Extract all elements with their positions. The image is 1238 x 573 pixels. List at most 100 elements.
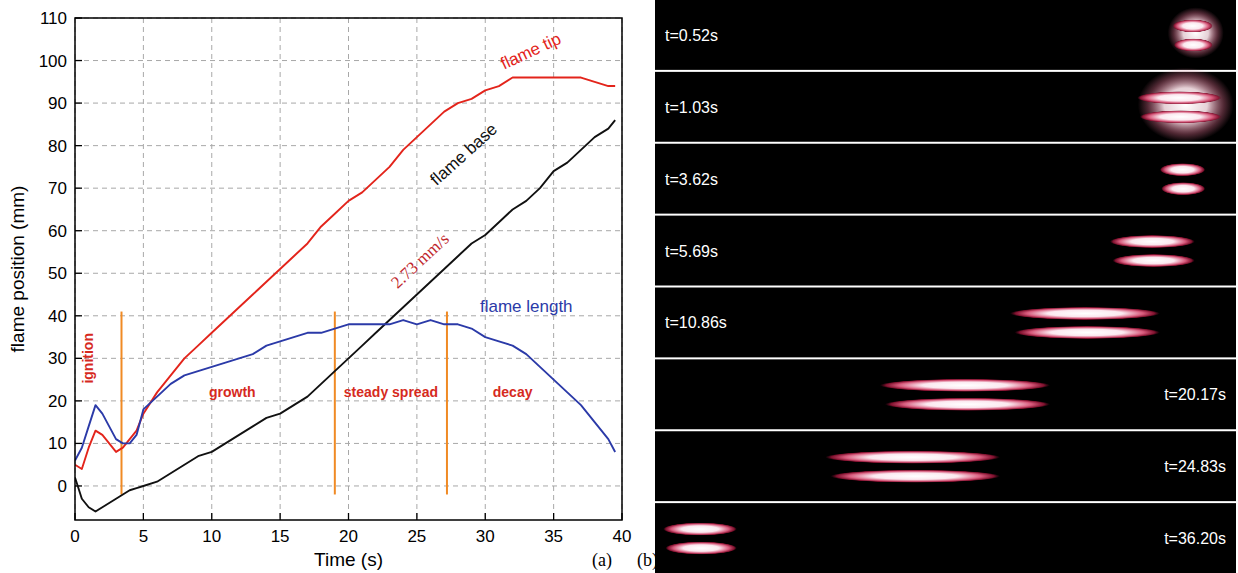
annotation: decay: [493, 384, 533, 400]
tick-y: [75, 400, 82, 401]
grid-line-y: [75, 60, 622, 61]
phase-boundaries: [121, 312, 446, 495]
grid-line-x: [211, 18, 212, 520]
tick-label-x: 35: [544, 527, 563, 546]
series-label: flame base: [427, 119, 502, 189]
phase-boundary: [334, 312, 336, 495]
frame-time-label: t=36.20s: [1164, 530, 1226, 547]
series-lines: [75, 78, 615, 512]
series-line: [75, 120, 615, 511]
video-frame-group: t=10.86s: [655, 288, 1236, 358]
frame-time-label: t=10.86s: [665, 314, 727, 331]
panel-label: (a): [592, 550, 612, 571]
tick-y: [75, 60, 82, 61]
tick-x: [211, 513, 212, 520]
tick-label-y: 20: [48, 392, 67, 411]
grid-line-y: [75, 145, 622, 146]
flame-upper: [663, 523, 737, 536]
tick-label-y: 80: [48, 137, 67, 156]
flame-lower: [1014, 326, 1159, 339]
y-axis-title: flame position (mm): [7, 186, 28, 353]
panel-label: (b): [637, 550, 658, 571]
video-frame-group: t=20.17s: [655, 359, 1236, 429]
tick-label-y: 40: [48, 307, 67, 326]
video-frame-group: t=5.69s: [655, 216, 1236, 286]
flame-upper: [880, 379, 1050, 392]
flame-upper: [1160, 163, 1205, 176]
grid-line-y: [75, 103, 622, 104]
tick-x: [553, 513, 554, 520]
tick-label-x: 0: [70, 527, 79, 546]
video-frame-group: t=36.20s: [655, 503, 1236, 573]
grid-line-x: [143, 18, 144, 520]
grid-line-x: [485, 18, 486, 520]
flame-lower: [1140, 110, 1222, 123]
tick-label-y: 110: [40, 9, 67, 28]
flame-upper: [1010, 307, 1160, 320]
flame-lower: [1174, 38, 1213, 51]
tick-label-y: 0: [58, 477, 67, 496]
tick-label-x: 10: [202, 527, 221, 546]
flame-upper: [1137, 91, 1221, 104]
tick-label-x: 15: [271, 527, 290, 546]
tick-label-y: 60: [48, 222, 67, 241]
tick-label-y: 10: [48, 434, 67, 453]
x-axis-title: Time (s): [314, 549, 383, 570]
series-line: [75, 320, 615, 460]
panel-b: t=0.52s t=1.03s t=3.62s t=5.69s t=10.86s t=20…: [655, 0, 1236, 573]
tick-label-x: 40: [613, 527, 632, 546]
tick-x: [416, 513, 417, 520]
ticks: 0510152025303540010203040506070809010011…: [39, 9, 632, 546]
frame-time-label: t=1.03s: [665, 99, 718, 116]
tick-x: [348, 513, 349, 520]
plot-frame: [75, 18, 622, 520]
phase-boundary: [446, 312, 448, 495]
grid-line-y: [75, 400, 622, 401]
video-frame-group: t=1.03s: [655, 67, 1236, 142]
tick-label-y: 30: [48, 349, 67, 368]
video-frame: [655, 0, 1236, 70]
grid-line-x: [348, 18, 349, 520]
flame-lower: [665, 542, 737, 555]
grid-line-y: [75, 273, 622, 274]
tick-label-x: 30: [476, 527, 495, 546]
grid-line-x: [553, 18, 554, 520]
tick-y: [75, 315, 82, 316]
tick-label-y: 50: [48, 264, 67, 283]
flame-glow: [1168, 7, 1224, 58]
video-frame: [655, 216, 1236, 286]
tick-y: [75, 188, 82, 189]
flame-glow: [1138, 67, 1234, 142]
grid: [75, 18, 622, 520]
flame-upper: [1110, 235, 1195, 248]
flame-lower: [885, 398, 1050, 411]
video-frame: [655, 431, 1236, 501]
tick-y: [75, 230, 82, 231]
tick-label-x: 25: [407, 527, 426, 546]
frame-time-label: t=0.52s: [665, 27, 718, 44]
series-label: flame length: [480, 297, 573, 316]
flame-upper: [1173, 19, 1213, 32]
series-line: [75, 78, 615, 469]
phase-boundary: [120, 312, 122, 495]
video-frame: [655, 144, 1236, 214]
frame-time-label: t=5.69s: [665, 243, 718, 260]
tick-label-y: 100: [39, 52, 67, 71]
frame-time-label: t=20.17s: [1164, 386, 1226, 403]
frame-time-label: t=3.62s: [665, 171, 718, 188]
tick-label-y: 70: [48, 179, 67, 198]
video-frame: [655, 503, 1236, 573]
series-label: flame tip: [498, 29, 564, 73]
tick-y: [75, 145, 82, 146]
annotation: growth: [209, 384, 256, 400]
frame-time-label: t=24.83s: [1164, 458, 1226, 475]
video-frame-group: t=24.83s: [655, 431, 1236, 501]
annotation: 2.73 mm/s: [387, 229, 452, 292]
tick-x: [485, 513, 486, 520]
tick-y: [75, 102, 82, 103]
video-frame-group: t=0.52s: [655, 0, 1236, 70]
grid-line-y: [75, 443, 622, 444]
tick-y: [75, 443, 82, 444]
video-frame: [655, 288, 1236, 358]
tick-label-x: 5: [139, 527, 148, 546]
